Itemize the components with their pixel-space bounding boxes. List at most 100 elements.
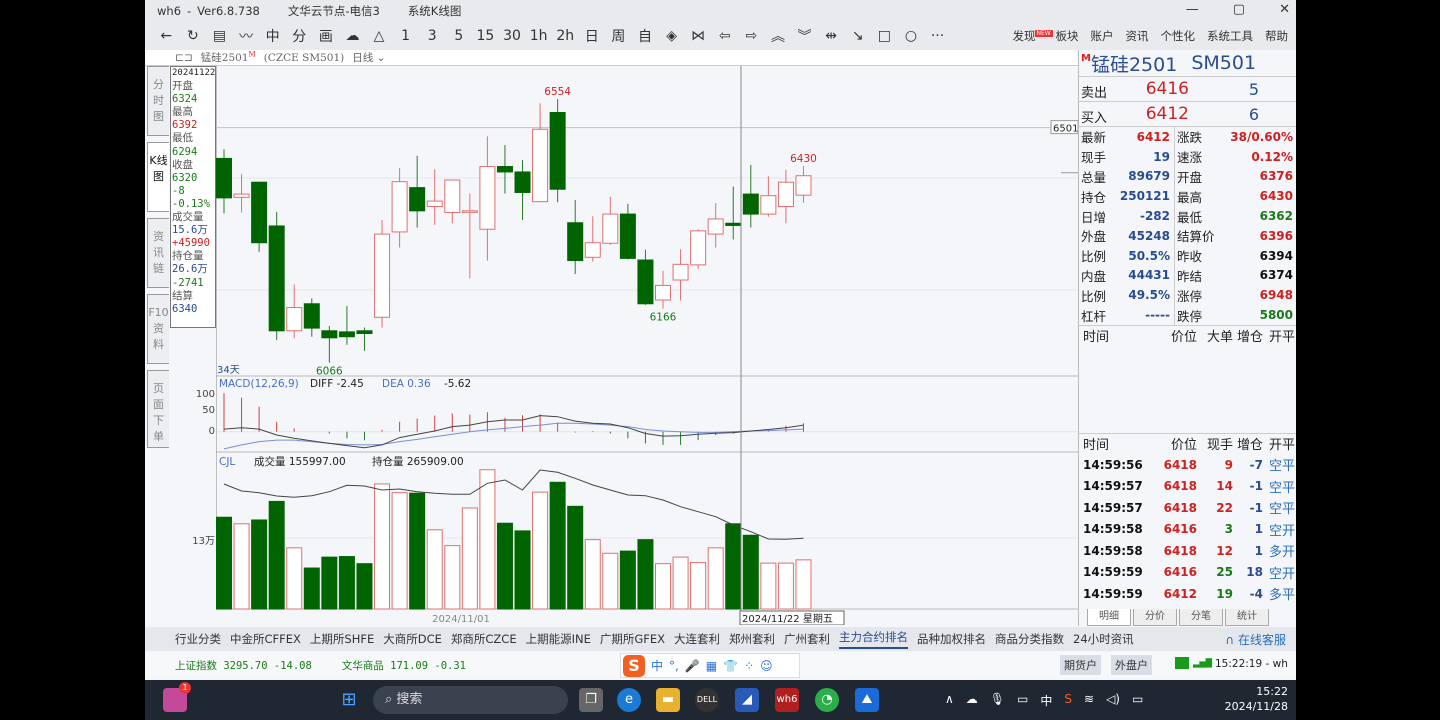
wh6-icon[interactable]: wh6 [775,688,799,712]
exchange-tab[interactable]: 郑商所CZCE [450,632,517,646]
candle-body[interactable] [532,128,549,203]
candle-body[interactable] [760,195,777,215]
candle-body[interactable] [795,175,812,196]
tray-clock[interactable]: 15:22 2024/11/28 [1225,684,1288,714]
exchange-tab[interactable]: 大商所DCE [383,632,442,646]
candle-body[interactable] [338,331,355,338]
minimize-button[interactable]: — [1185,2,1199,17]
exchange-tab[interactable]: 上期所SHFE [309,632,375,646]
period-select[interactable]: 日线 ⌄ [352,52,386,64]
candle-body[interactable] [777,181,794,208]
candle-body[interactable] [514,171,531,193]
candle-body[interactable] [672,263,689,281]
candle-body[interactable] [374,233,391,318]
toolbar-timeshare-button[interactable]: 〰 [239,29,254,45]
close-button[interactable]: ✕ [1279,2,1290,17]
exchange-tab[interactable]: 中金所CFFEX [230,632,301,646]
quote-tab[interactable]: 统计 [1225,609,1269,626]
chart-svg[interactable]: 6501 6554 6430 6066 6166 34天 MACD(12,26,9) DIFF… [215,66,1079,626]
candle-body[interactable] [356,330,373,334]
app-icon[interactable]: ◢ [735,688,759,712]
punct-icon[interactable]: °, [669,658,679,673]
exchange-tab[interactable]: 行业分类 [175,632,221,646]
menu-account[interactable]: 账户 [1090,29,1114,43]
exchange-tab[interactable]: 上期能源INE [525,632,591,646]
quote-tab[interactable]: 明细 [1087,609,1131,626]
toolbar-draw-button[interactable]: 画 [318,29,333,45]
tab-kline[interactable]: K线图 [147,142,169,212]
toolbar-period-3-button[interactable]: 3 [427,28,437,44]
toolbar-period-custom-button[interactable]: 自 [637,29,652,45]
candle-body[interactable] [549,112,566,190]
online-service-link[interactable]: ∩ 在线客服 [1225,631,1286,648]
toolbar-line-button[interactable]: ↘ [851,28,864,44]
keyboard-icon[interactable]: ▦ [705,658,718,673]
tab-news-chain[interactable]: 资讯链 [147,218,169,288]
candle-body[interactable] [409,187,426,212]
candle-body[interactable] [391,181,408,233]
volume-title[interactable]: CJL [219,456,235,468]
menu-news[interactable]: 资讯 [1125,29,1149,43]
candle-body[interactable] [233,193,250,198]
ime-toolbar[interactable]: S 中 °, 🎤 ▦ 👕 ⁘ ☺ [620,653,800,678]
candle-body[interactable] [619,213,636,259]
tab-f10[interactable]: F10资料 [147,294,169,364]
candle-body[interactable] [567,222,584,262]
exchange-tab[interactable]: 广期所GFEX [599,632,666,646]
candle-body[interactable] [637,259,654,305]
candle-body[interactable] [216,157,232,199]
exchange-tab[interactable]: 广州套利 [784,632,831,646]
toolbar-period-15-button[interactable]: 15 [476,28,495,44]
toolbar-period-5-button[interactable]: 5 [454,28,464,44]
toolbar-move-right-button[interactable]: ⇨ [745,28,758,44]
toolbar-down-button[interactable]: ︾ [797,29,812,45]
candle-body[interactable] [461,210,478,213]
toolbar-period-1h-button[interactable]: 1h [529,28,548,44]
candle-body[interactable] [707,218,724,235]
wechat-icon[interactable]: ◔ [815,688,839,712]
toolbox-icon[interactable]: ⁘ [744,658,755,673]
tab-timeshare[interactable]: 分时图 [147,66,169,136]
quote-tab[interactable]: 分笔 [1179,609,1223,626]
toolbar-back-button[interactable]: ← [160,28,173,44]
skin-icon[interactable]: 👕 [723,658,739,673]
exchange-tab[interactable]: 郑州套利 [729,632,776,646]
candle-body[interactable] [444,179,461,213]
system-tray[interactable]: ∧ ☁ 🎙 ▭ 中 S ≋ ◁) ▭ [945,692,1143,709]
edge-icon[interactable]: e [617,688,641,712]
toolbar-period-2h-button[interactable]: 2h [556,28,575,44]
mascot-icon[interactable]: ☺ [760,658,773,673]
toolbar-period-day-button[interactable]: 日 [584,29,599,45]
maximize-button[interactable]: ▢ [1232,2,1246,17]
toolbar-rect-button[interactable]: □ [877,28,891,44]
candle-body[interactable] [496,166,513,173]
task-view-icon[interactable]: ❐ [579,688,603,712]
dell-icon[interactable]: DELL [695,688,719,712]
candle-body[interactable] [268,225,285,332]
toolbar-period-1-button[interactable]: 1 [401,28,411,44]
foreign-account-button[interactable]: 外盘户 [1111,655,1152,675]
menu-system-tools[interactable]: 系统工具 [1207,29,1253,43]
toolbar-kline-button[interactable]: 中 [265,29,280,45]
candle-body[interactable] [584,242,601,258]
futures-account-button[interactable]: 期货户 [1060,655,1101,675]
menu-help[interactable]: 帮助 [1265,29,1288,43]
exchange-tab[interactable]: 商品分类指数 [995,632,1065,646]
tab-order[interactable]: 页面下单 [147,370,169,448]
toolbar-period-week-button[interactable]: 周 [611,29,626,45]
exchange-tab[interactable]: 大连套利 [674,632,721,646]
menu-personalize[interactable]: 个性化 [1160,29,1196,43]
exchange-tab[interactable]: 品种加权排名 [917,632,987,646]
candle-body[interactable] [426,200,443,208]
candle-body[interactable] [321,330,338,339]
candle-body[interactable] [479,166,496,230]
candle-body[interactable] [286,307,303,332]
toolbar-move-left-button[interactable]: ⇦ [718,28,731,44]
toolbar-zoom-in-button[interactable]: ◈ [666,28,677,44]
exchange-tab[interactable]: 24小时资讯 [1073,632,1134,646]
candle-body[interactable] [602,213,619,244]
toolbar-cloud-button[interactable]: ☁ [345,28,360,44]
toolbar-quote-list-button[interactable]: ▤ [212,28,227,44]
file-explorer-icon[interactable]: ▬ [656,688,680,712]
toolbar-split-button[interactable]: ⇹ [825,28,837,44]
